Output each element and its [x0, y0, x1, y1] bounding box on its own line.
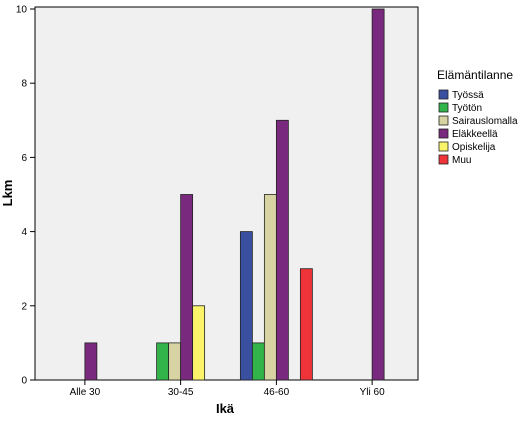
legend-label: Eläkkeellä: [452, 129, 498, 140]
bar-0-3: [84, 342, 98, 381]
bars-group: [84, 8, 385, 381]
legend-label: Työssä: [452, 90, 484, 101]
x-tick-label: 46-60: [264, 387, 290, 398]
y-axis: 0 2 4 6 8 10: [16, 5, 35, 387]
legend-swatch: [438, 89, 449, 100]
x-axis: Alle 30 30-45 46-60 Yli 60: [70, 380, 385, 398]
bar-1-3: [180, 194, 194, 381]
bar-3-3: [371, 8, 385, 381]
bar-2-1: [251, 342, 265, 381]
bar-1-4: [192, 305, 206, 381]
x-tick-label: 30-45: [168, 387, 194, 398]
x-tick-label: Alle 30: [70, 387, 101, 398]
y-tick-label: 2: [21, 301, 27, 312]
legend-swatch: [438, 154, 449, 165]
legend-swatch: [438, 141, 449, 152]
bar-2-5: [299, 268, 313, 381]
bar-2-0: [239, 231, 253, 381]
y-tick-label: 6: [21, 153, 27, 164]
bar-1-2: [168, 342, 182, 381]
y-tick-label: 0: [21, 376, 27, 387]
bar-1-1: [156, 342, 170, 381]
x-tick-label: Yli 60: [360, 387, 385, 398]
legend-label: Sairauslomalla: [452, 116, 518, 127]
y-axis-title: Lkm: [0, 180, 15, 207]
legend-swatch: [438, 102, 449, 113]
legend-title: Elämäntilanne: [437, 68, 513, 82]
legend-label: Työtön: [452, 103, 482, 114]
legend-label: Muu: [452, 155, 471, 166]
y-tick-label: 8: [21, 79, 27, 90]
legend: Elämäntilanne Työssä Työtön Sairauslomalla…: [437, 68, 518, 166]
y-tick-label: 4: [21, 227, 27, 238]
y-tick-label: 10: [16, 5, 28, 16]
bar-2-3: [275, 119, 289, 381]
legend-swatch: [438, 128, 449, 139]
plot-area: [34, 6, 419, 381]
legend-label: Opiskelija: [452, 142, 496, 153]
x-axis-title: Ikä: [216, 401, 235, 416]
bar-2-2: [263, 194, 277, 381]
legend-swatch: [438, 115, 449, 126]
